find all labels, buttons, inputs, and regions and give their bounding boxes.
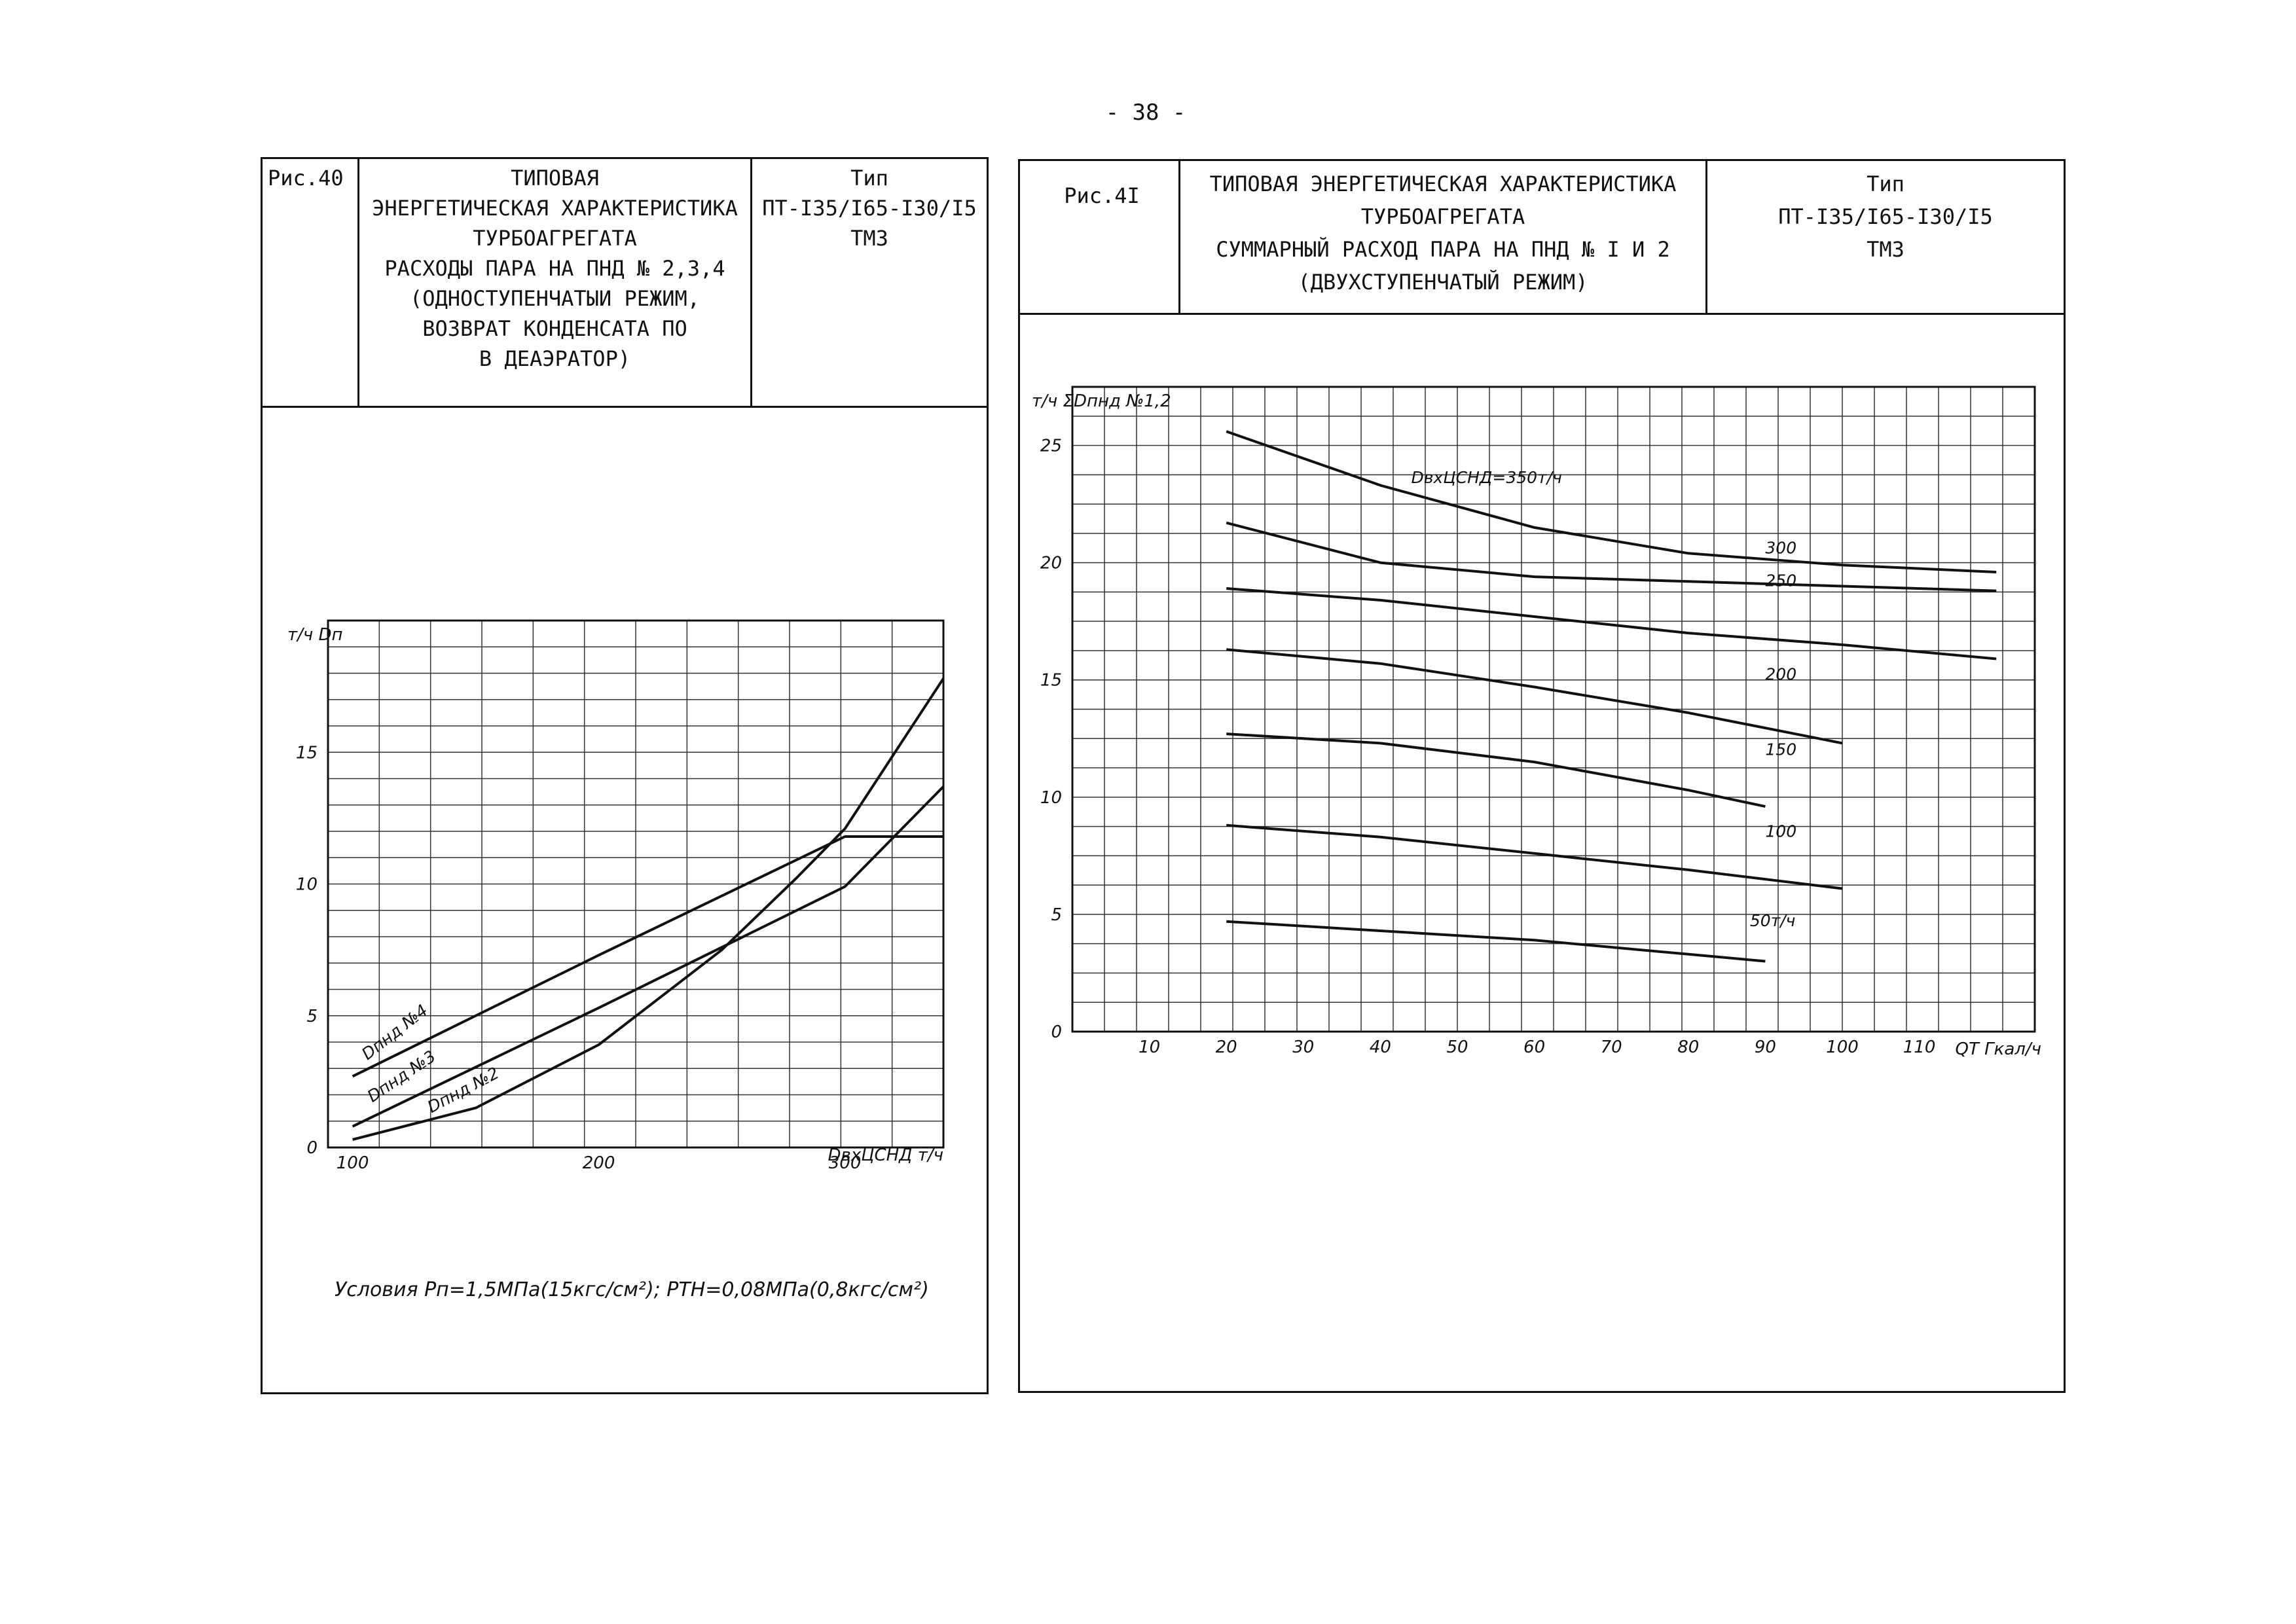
figure-41-label: Рис.4I [1020,161,1180,313]
x-tick-label: 50 [1446,1038,1468,1057]
series-line [1226,732,1766,808]
x-tick-label: 80 [1677,1038,1699,1057]
conditions-note: Условия Pп=1,5МПа(15кгс/см²); PТН=0,08МП… [335,1278,929,1301]
figure-40-type: Тип ПТ-I35/I65-I30/I5 ТМЗ [762,166,977,251]
x-axis-label: DвхЦСНД т/ч [828,1146,943,1165]
x-tick-label: 70 [1601,1038,1622,1057]
series-line [1226,920,1766,963]
series-line [352,785,945,1128]
series-label: 150 [1765,740,1796,759]
series-label: Dпнд №2 [424,1063,502,1117]
series-line [1226,823,1843,890]
x-axis-label: QТ Гкал/ч [1956,1039,2041,1059]
series-label: DвхЦСНД=350т/ч [1411,468,1561,487]
y-tick-label: 20 [1040,554,1062,573]
figure-41-title: ТИПОВАЯ ЭНЕРГЕТИЧЕСКАЯ ХАРАКТЕРИСТИКА ТУ… [1180,161,1707,313]
x-tick-label: 20 [1216,1038,1237,1057]
y-tick-label: 10 [296,875,318,895]
series-label: 50т/ч [1750,911,1796,930]
x-tick-label: 100 [1826,1038,1859,1057]
x-tick-label: 90 [1755,1038,1776,1057]
y-tick-label: 10 [1040,788,1062,808]
y-tick-label: 15 [296,743,318,763]
series-label: 100 [1765,822,1796,841]
y-axis-label: т/ч ΣDпнд №1,2 [1032,391,1171,411]
x-tick-label: 10 [1139,1038,1160,1057]
x-tick-label: 40 [1370,1038,1391,1057]
plot-frame [1071,386,2036,1033]
series-line [1226,521,1997,592]
x-tick-label: 30 [1292,1038,1314,1057]
series-line [1226,430,1997,573]
x-tick-label: 60 [1523,1038,1545,1057]
figure-40-panel: Рис.40 ТИПОВАЯ ЭНЕРГЕТИЧЕСКАЯ ХАРАКТЕРИС… [261,157,989,1394]
figure-41-panel: Рис.4I ТИПОВАЯ ЭНЕРГЕТИЧЕСКАЯ ХАРАКТЕРИС… [1018,159,2066,1393]
series-line [352,835,943,1078]
plot-frame [327,619,945,1149]
y-tick-label: 25 [1040,437,1062,456]
series-line [1226,587,1997,660]
x-tick-label: 100 [337,1153,369,1173]
figure-41-type: Тип ПТ-I35/I65-I30/I5 ТМЗ [1778,171,1993,262]
y-tick-label: 0 [306,1138,318,1158]
figure-40-header: Рис.40 ТИПОВАЯ ЭНЕРГЕТИЧЕСКАЯ ХАРАКТЕРИС… [263,159,987,408]
figure-41-header: Рис.4I ТИПОВАЯ ЭНЕРГЕТИЧЕСКАЯ ХАРАКТЕРИС… [1020,161,2064,315]
figure-40-label: Рис.40 [263,159,359,406]
series-label: 200 [1765,665,1796,684]
y-tick-label: 0 [1051,1022,1062,1042]
series-label: 250 [1765,571,1796,590]
x-tick-label: 200 [583,1153,615,1173]
figure-40-title: ТИПОВАЯ ЭНЕРГЕТИЧЕСКАЯ ХАРАКТЕРИСТИКА ТУ… [359,159,752,406]
series-label: 300 [1765,538,1796,557]
y-tick-label: 5 [1051,905,1062,925]
series-line [1226,648,1843,745]
x-tick-label: 110 [1903,1038,1936,1057]
y-axis-label: т/ч Dп [287,625,343,645]
x-tick-label: 300 [829,1153,862,1173]
series-line [352,677,945,1141]
y-tick-label: 5 [306,1007,318,1026]
y-tick-label: 15 [1040,671,1062,691]
page-number: - 38 - [1105,99,1186,126]
chart-total-steam-flow-lp-heaters-1-2: 10 20 30 40 50 60 70 80 90 100 110 0 5 10 15 20 25 т/ч ΣD… [1032,386,2041,1059]
